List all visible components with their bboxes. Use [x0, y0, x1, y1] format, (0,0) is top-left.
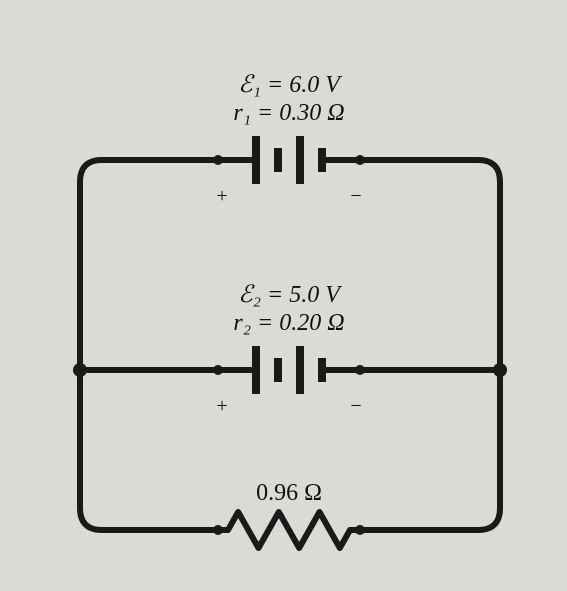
emf2-label: ℰ₂ = 5.0 V: [238, 282, 342, 308]
resistor-label: 0.96 Ω: [256, 480, 322, 506]
battery-icon: [213, 346, 365, 394]
resistor-icon: [213, 512, 365, 548]
emf1-label: ℰ₁ = 6.0 V: [238, 72, 342, 98]
minus-icon: −: [350, 395, 361, 417]
circuit-diagram: ℰ₁ = 6.0 Vr₁ = 0.30 Ω + − ℰ₂ = 5.0 Vr₂ = 0.…: [0, 0, 567, 591]
r2-label: r₂ = 0.20 Ω: [233, 310, 344, 336]
battery-icon: [213, 136, 365, 184]
minus-icon: −: [350, 185, 361, 207]
r1-label: r₁ = 0.30 Ω: [233, 100, 344, 126]
plus-icon: +: [216, 395, 227, 417]
plus-icon: +: [216, 185, 227, 207]
